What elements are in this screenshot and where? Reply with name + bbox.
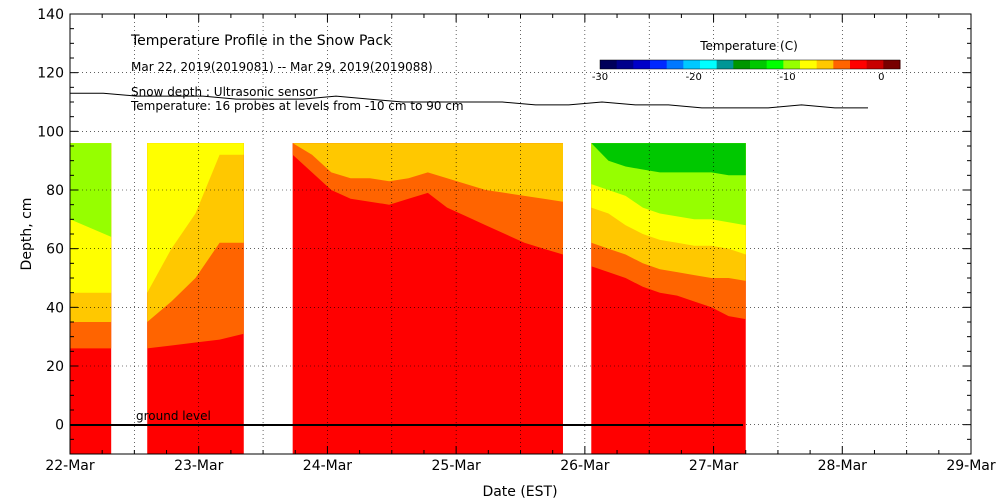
colorbar-cell: [850, 60, 868, 69]
colorbar-ticks: -30 -20 -10 0: [592, 72, 885, 83]
temperature-segments: [70, 143, 746, 455]
y-tick-label: 60: [46, 242, 64, 258]
temperature-band: [292, 143, 563, 202]
colorbar-cell: [683, 60, 701, 69]
y-tick-label: 40: [46, 300, 64, 316]
y-tick-label: 120: [37, 66, 64, 82]
colorbar-cell: [633, 60, 651, 69]
axes: 0 20 40 60 80 100 120 140 22-Mar 23-Mar 24-Mar 25-M…: [37, 7, 996, 474]
colorbar-cell: [666, 60, 684, 69]
colorbar-cell: [716, 60, 734, 69]
colorbar-cell: [800, 60, 818, 69]
colorbar-cell: [650, 60, 668, 69]
colorbar-cell: [816, 60, 834, 69]
y-tick-label: 20: [46, 359, 64, 375]
y-tick-label: 80: [46, 183, 64, 199]
segment-3: [591, 143, 746, 455]
colorbar-cell: [783, 60, 801, 69]
x-tick-label: 27-Mar: [689, 458, 739, 474]
note-snow-depth: Snow depth : Ultrasonic sensor: [131, 85, 318, 99]
colorbar-tick-label: -30: [592, 72, 608, 83]
x-tick-label: 23-Mar: [174, 458, 224, 474]
temperature-band: [147, 143, 244, 293]
colorbar-tick-label: -20: [686, 72, 702, 83]
colorbar-cell: [733, 60, 751, 69]
colorbar-title: Temperature (C): [699, 39, 798, 53]
snow-depth-trace: [70, 92, 868, 109]
chart-title: Temperature Profile in the Snow Pack: [130, 33, 392, 49]
colorbar-cell: [700, 60, 718, 69]
colorbar-tick-label: 0: [878, 72, 884, 83]
colorbar-cell: [883, 60, 901, 69]
x-tick-label: 26-Mar: [560, 458, 610, 474]
ground-level-label: ground level: [136, 409, 211, 423]
colorbar-cell: [750, 60, 768, 69]
colorbar-cells: [599, 59, 901, 70]
x-axis-label: Date (EST): [482, 484, 557, 500]
segment-1: [147, 143, 244, 455]
ground-level: ground level: [70, 409, 743, 426]
x-tick-label: 25-Mar: [432, 458, 482, 474]
colorbar-cell: [833, 60, 851, 69]
segment-2: [292, 143, 563, 455]
chart-subtitle: Mar 22, 2019(2019081) -- Mar 29, 2019(20…: [131, 60, 433, 74]
colorbar-cell: [616, 60, 634, 69]
y-tick-label: 140: [37, 7, 64, 23]
colorbar-cell: [600, 60, 618, 69]
temperature-colorbar: Temperature (C) -30 -20 -10 0: [592, 39, 901, 83]
x-tick-label: 24-Mar: [303, 458, 353, 474]
colorbar-frame: [599, 59, 901, 70]
colorbar-cell: [866, 60, 884, 69]
colorbar-cell: [766, 60, 784, 69]
note-temperature: Temperature: 16 probes at levels from -1…: [130, 99, 464, 113]
snow-depth-line: [70, 92, 868, 109]
x-tick-label: 29-Mar: [946, 458, 996, 474]
x-tick-label: 22-Mar: [45, 458, 95, 474]
y-tick-label: 100: [37, 124, 64, 140]
x-tick-label: 28-Mar: [818, 458, 868, 474]
colorbar-tick-label: -10: [779, 72, 795, 83]
y-tick-label: 0: [55, 418, 64, 434]
temperature-band: [591, 143, 746, 176]
y-axis-label: Depth, cm: [19, 198, 35, 271]
